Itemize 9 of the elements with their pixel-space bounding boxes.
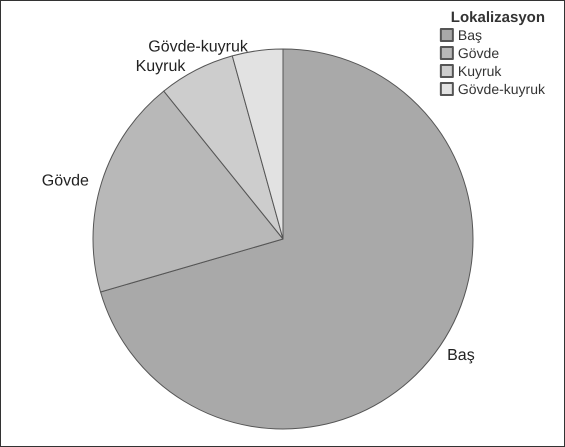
slice-label: Gövde-kuyruk <box>148 38 249 56</box>
slice-label: Kuyruk <box>136 58 186 75</box>
legend-label: Gövde-kuyruk <box>458 81 546 97</box>
slice-label: Gövde <box>42 172 90 190</box>
legend-label: Kuyruk <box>458 63 502 79</box>
slice-label: Baş <box>447 346 475 364</box>
legend-title: Lokalizasyon <box>450 9 546 26</box>
legend-label: Baş <box>458 27 482 43</box>
legend-label: Gövde <box>458 45 500 61</box>
